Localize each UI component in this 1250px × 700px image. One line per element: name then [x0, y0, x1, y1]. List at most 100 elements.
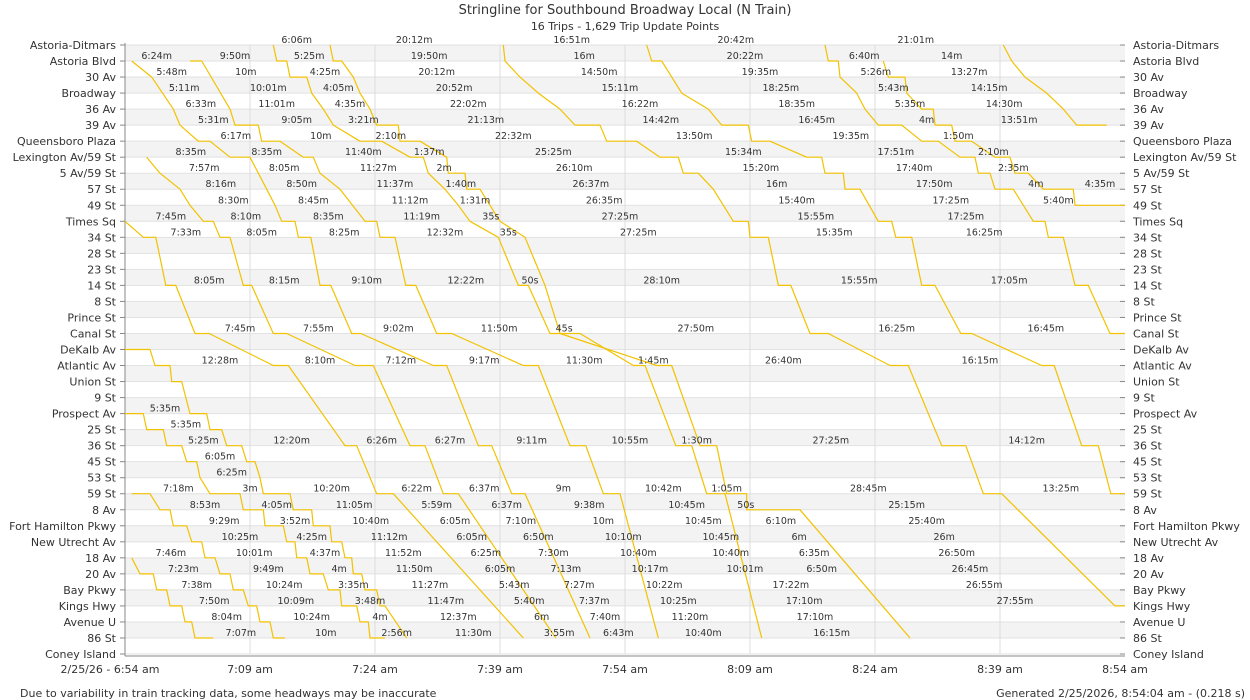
- headway-label: 6:33m: [186, 99, 217, 110]
- headway-label: 6:05m: [440, 516, 471, 527]
- headway-label: 4:35m: [335, 99, 366, 110]
- headway-label: 10:40m: [620, 548, 657, 559]
- headway-label: 10m: [310, 131, 331, 142]
- headway-label: 27:55m: [997, 596, 1034, 607]
- x-tick-label: 7:24 am: [352, 663, 398, 676]
- headway-label: 26:45m: [952, 564, 989, 575]
- headway-label: 9m: [556, 484, 571, 495]
- headway-label: 5:40m: [1043, 195, 1074, 206]
- x-tick-label: 8:54 am: [1102, 663, 1148, 676]
- headway-label: 3:52m: [280, 516, 311, 527]
- headway-label: 12:32m: [427, 227, 464, 238]
- headway-label: 8:25m: [329, 227, 360, 238]
- headway-label: 2:56m: [381, 628, 412, 639]
- headway-label: 20:52m: [436, 83, 473, 94]
- headway-label: 28:10m: [643, 275, 680, 286]
- station-label-right: 25 St: [1133, 424, 1162, 437]
- headway-label: 6:05m: [485, 564, 516, 575]
- headway-label: 25:15m: [888, 500, 925, 511]
- headway-label: 7:33m: [171, 227, 202, 238]
- station-label-right: Lexington Av/59 St: [1133, 151, 1237, 164]
- headway-label: 15:11m: [602, 83, 639, 94]
- x-tick-label: 7:09 am: [227, 663, 273, 676]
- headway-label: 8:35m: [313, 211, 344, 222]
- station-label-right: Prince St: [1133, 311, 1182, 324]
- headway-label: 27:25m: [813, 436, 850, 447]
- station-label-right: 86 St: [1133, 632, 1162, 645]
- headway-label: 6:43m: [603, 628, 634, 639]
- headway-label: 16:15m: [813, 628, 850, 639]
- headway-label: 7:12m: [386, 356, 417, 367]
- headway-label: 35s: [500, 227, 517, 238]
- headway-label: 11:52m: [385, 548, 422, 559]
- headway-label: 6:06m: [281, 35, 312, 46]
- trip-line: [824, 44, 1125, 335]
- headway-label: 9:38m: [574, 500, 605, 511]
- headway-label: 3m: [242, 484, 257, 495]
- chart-title: Stringline for Southbound Broadway Local…: [459, 3, 792, 18]
- headway-label: 12:20m: [273, 436, 310, 447]
- headway-label: 10m: [235, 67, 256, 78]
- station-label-right: Times Sq: [1132, 215, 1183, 228]
- headway-label: 16:15m: [962, 356, 999, 367]
- headway-label: 4:05m: [323, 83, 354, 94]
- headway-label: 4m: [1028, 179, 1043, 190]
- headway-label: 26:37m: [573, 179, 610, 190]
- trip-line: [124, 220, 524, 639]
- station-label-left: 39 Av: [85, 119, 116, 132]
- x-tick-label: 8:09 am: [727, 663, 773, 676]
- headway-label: 5:43m: [499, 580, 530, 591]
- headway-label: 6:37m: [491, 500, 522, 511]
- station-label-right: 28 St: [1133, 247, 1162, 260]
- headway-label: 10m: [315, 628, 336, 639]
- station-label-left: Kings Hwy: [59, 600, 117, 613]
- headway-label: 5:11m: [169, 83, 200, 94]
- headway-label: 5:48m: [156, 67, 187, 78]
- headway-label: 10:09m: [278, 596, 315, 607]
- headway-label: 3:55m: [544, 628, 575, 639]
- headway-label: 6m: [534, 612, 549, 623]
- headway-label: 10:01m: [727, 564, 764, 575]
- headway-label: 10:25m: [222, 532, 259, 543]
- headway-label: 10:40m: [685, 628, 722, 639]
- station-label-left: Prospect Av: [52, 408, 117, 421]
- headway-label: 2:10m: [376, 131, 407, 142]
- station-label-right: 18 Av: [1133, 552, 1164, 565]
- headway-label: 11:27m: [360, 163, 397, 174]
- headway-label: 6:25m: [216, 468, 247, 479]
- station-label-right: Broadway: [1133, 87, 1188, 100]
- headway-label: 10:55m: [612, 436, 649, 447]
- station-label-left: Times Sq: [65, 215, 116, 228]
- headway-label: 1:37m: [414, 147, 445, 158]
- station-label-left: 8 Av: [92, 504, 116, 517]
- station-label-left: 23 St: [87, 263, 116, 276]
- station-label-left: Broadway: [61, 87, 116, 100]
- headway-label: 6:50m: [806, 564, 837, 575]
- headway-label: 14:12m: [1008, 436, 1045, 447]
- headway-label: 14:42m: [643, 115, 680, 126]
- headway-label: 26m: [933, 532, 954, 543]
- headway-label: 9:11m: [516, 436, 547, 447]
- trip-line: [125, 413, 385, 639]
- station-label-left: 25 St: [87, 424, 116, 437]
- headway-label: 7:30m: [538, 548, 569, 559]
- headway-label: 2m: [437, 163, 452, 174]
- headway-label: 8:15m: [269, 275, 300, 286]
- station-label-left: DeKalb Av: [60, 344, 116, 357]
- station-label-right: 30 Av: [1133, 71, 1164, 84]
- headway-label: 35s: [482, 211, 499, 222]
- headway-label: 10:24m: [293, 612, 330, 623]
- station-label-left: New Utrecht Av: [31, 536, 117, 549]
- headway-label: 8:04m: [211, 612, 242, 623]
- headway-label: 7:10m: [506, 516, 537, 527]
- station-label-left: Astoria-Ditmars: [30, 39, 116, 52]
- headway-label: 7:18m: [163, 484, 194, 495]
- station-label-left: Fort Hamilton Pkwy: [9, 520, 116, 533]
- headway-label: 7:40m: [590, 612, 621, 623]
- headway-label: 6:05m: [456, 532, 487, 543]
- trip-line: [131, 493, 285, 639]
- station-label-left: 45 St: [87, 456, 116, 469]
- chart-subtitle: 16 Trips - 1,629 Trip Update Points: [531, 20, 720, 33]
- station-label-left: 57 St: [87, 183, 116, 196]
- trip-line: [190, 60, 659, 639]
